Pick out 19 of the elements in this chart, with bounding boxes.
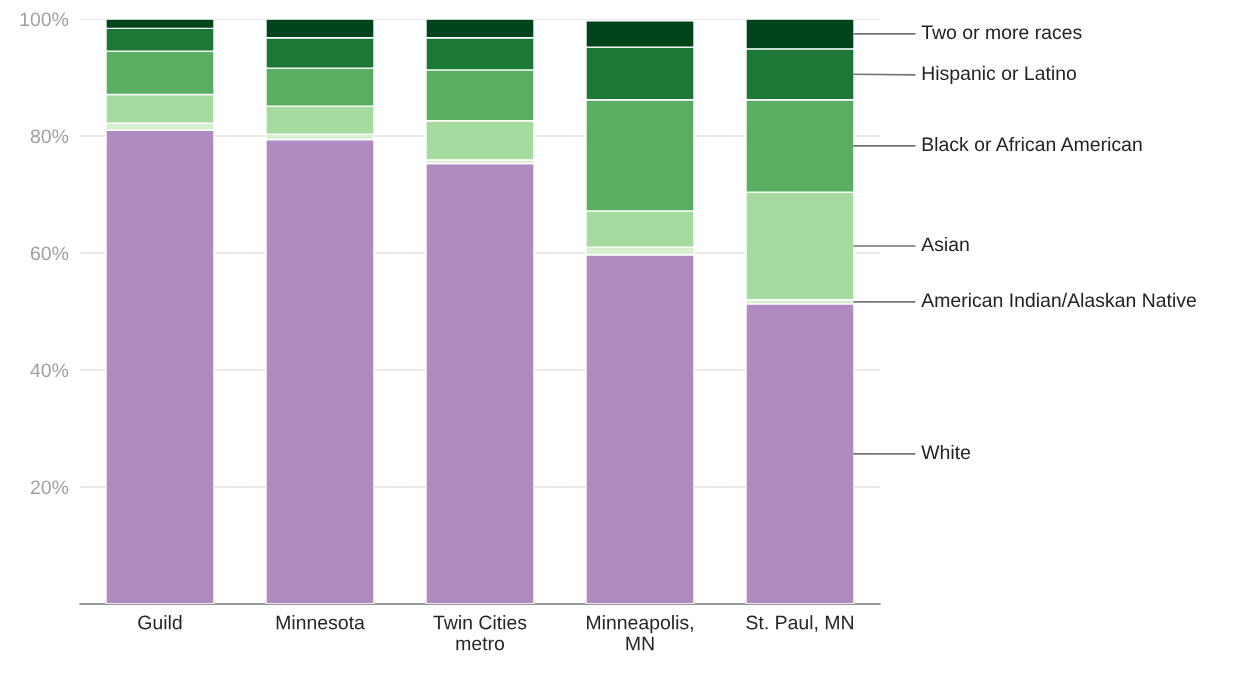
y-tick-label: 40%: [30, 363, 69, 378]
text: Asian: [921, 236, 969, 252]
bar: [745, 303, 855, 604]
bar: [425, 162, 535, 604]
text: White: [921, 444, 971, 460]
x-tick-label: St. Paul, MN: [746, 615, 853, 632]
x-tick-label: Minneapolis, MN: [587, 615, 693, 651]
text: American Indian/Alaskan Native: [921, 292, 1196, 308]
x-tick-label: Minnesota: [276, 615, 365, 630]
x-tick-label: Twin Cities metro: [433, 615, 527, 651]
x-tick-label: Guild: [138, 615, 182, 630]
y-tick-label: 60%: [30, 246, 69, 261]
text: Black or African American: [922, 136, 1142, 152]
bar: [265, 138, 375, 604]
y-tick-label: 80%: [30, 129, 69, 144]
text: Two or more races: [921, 25, 1082, 40]
y-tick-label: 100%: [20, 12, 69, 27]
text: Hispanic or Latino: [922, 65, 1077, 84]
y-tick-label: 20%: [30, 480, 69, 495]
